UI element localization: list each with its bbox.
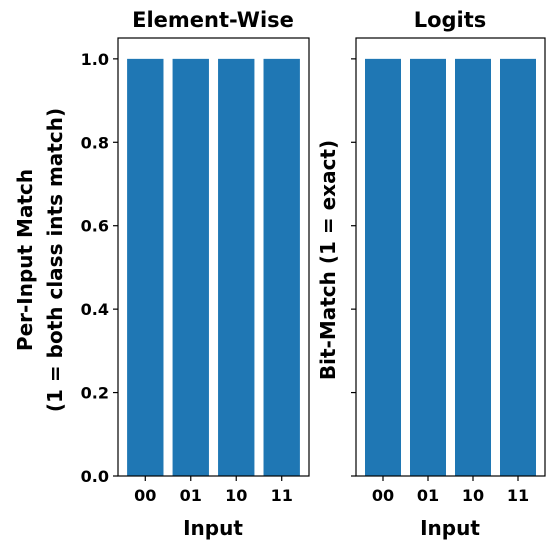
logits-bar-11: [500, 58, 536, 477]
logits-bar-01: [410, 58, 446, 477]
element-wise-x-tick-label-11: 11: [271, 486, 293, 505]
element-wise-y-tick-label-0.0: 0.0: [81, 467, 109, 486]
element-wise-y-tick-label-1.0: 1.0: [81, 50, 109, 69]
logits-panel: Logits Input Bit-Match (1 = exact) 00 01 1…: [316, 8, 546, 540]
element-wise-y-tick-label-0.8: 0.8: [81, 133, 109, 152]
logits-x-tick-label-00: 00: [372, 486, 394, 505]
logits-x-tick-label-11: 11: [507, 486, 529, 505]
element-wise-bar-01: [172, 58, 209, 477]
element-wise-y-axis-label-line-2: (1 = both class ints match): [43, 108, 67, 412]
element-wise-bar-10: [218, 58, 255, 477]
logits-y-axis-label: Bit-Match (1 = exact): [316, 140, 340, 380]
element-wise-panel: Element-Wise Input Per-Input Match (1 = …: [13, 8, 310, 540]
logits-bar-00: [365, 58, 401, 477]
element-wise-axes-frame: [117, 37, 310, 477]
element-wise-y-tick-label-0.2: 0.2: [81, 384, 109, 403]
element-wise-x-tick-label-10: 10: [225, 486, 247, 505]
element-wise-x-axis-label: Input: [183, 516, 243, 540]
element-wise-y-axis-label-line-1: Per-Input Match: [13, 169, 37, 351]
logits-x-tick-label-01: 01: [417, 486, 439, 505]
logits-axes-frame: [355, 37, 546, 477]
logits-x-axis-label: Input: [420, 516, 480, 540]
element-wise-bar-00: [127, 58, 164, 477]
element-wise-x-tick-label-01: 01: [180, 486, 202, 505]
logits-x-tick-label-10: 10: [462, 486, 484, 505]
logits-title: Logits: [414, 8, 487, 32]
element-wise-bar-11: [263, 58, 300, 477]
element-wise-y-tick-label-0.4: 0.4: [81, 300, 109, 319]
element-wise-title: Element-Wise: [132, 8, 294, 32]
element-wise-x-tick-label-00: 00: [134, 486, 156, 505]
element-wise-y-tick-label-0.6: 0.6: [81, 217, 109, 236]
logits-bar-10: [455, 58, 491, 477]
